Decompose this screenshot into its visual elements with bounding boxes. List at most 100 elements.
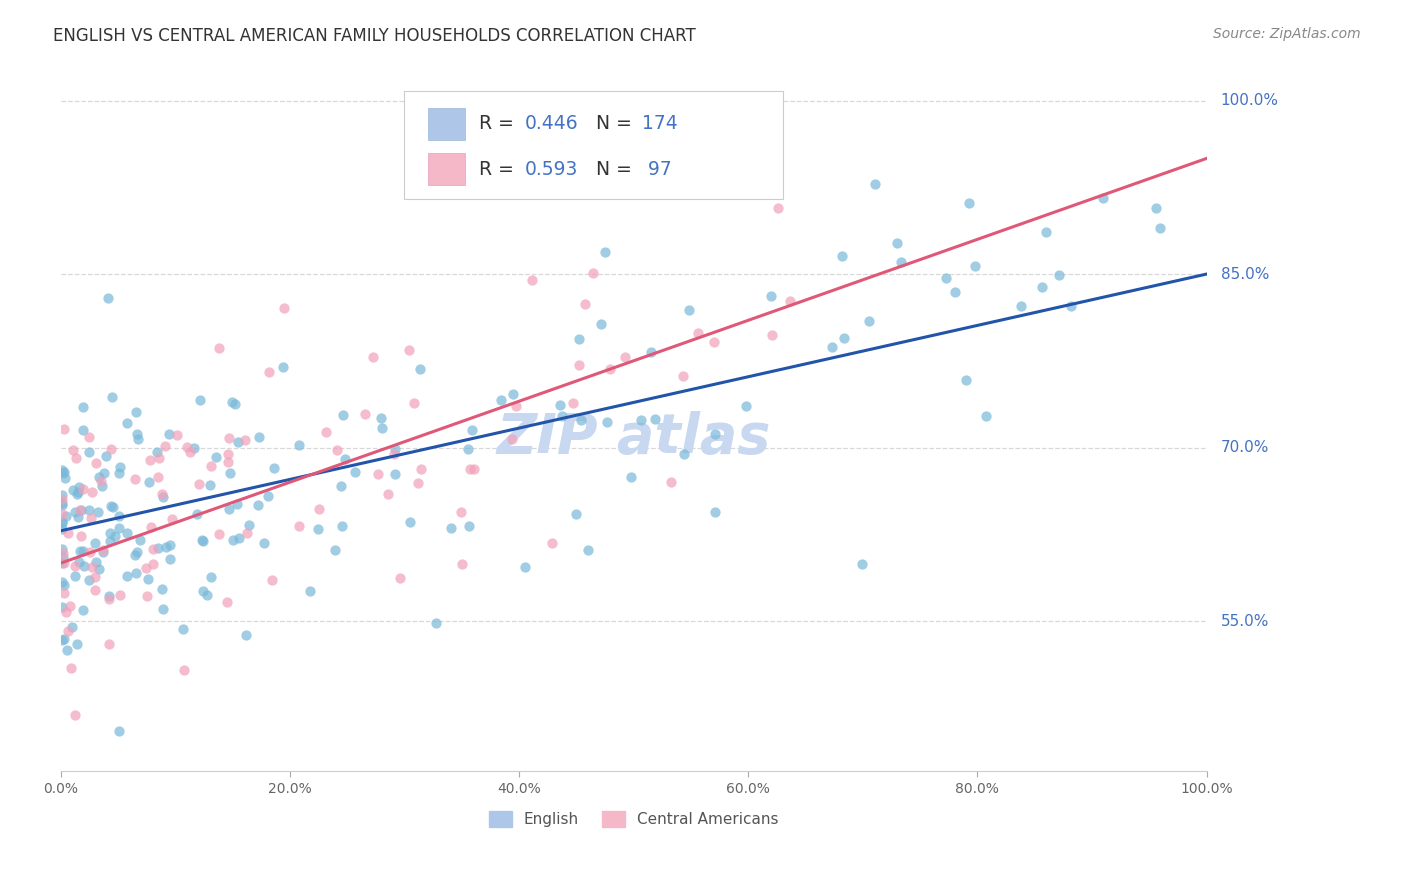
Point [125,405,148,419]
Point [221,533,243,548]
Point [863,177,886,191]
Point [55,605,77,619]
Point [146,444,169,458]
Point [228,531,250,545]
Point [193,584,215,599]
Point [571,413,593,427]
Point [124,548,146,562]
Point [52,586,75,600]
Point [127,545,149,559]
Point [582,266,605,280]
Point [367,467,389,482]
Point [384,442,406,456]
Point [51,599,73,614]
Point [72,603,94,617]
Point [761,327,783,342]
Point [160,511,183,525]
Point [98,534,121,549]
Point [59,599,82,614]
Point [117,417,139,431]
Point [77,430,100,444]
Point [152,602,174,616]
Point [329,479,352,493]
Point [86,505,108,519]
Point [67,485,90,500]
Point [299,583,322,598]
Point [65,451,87,466]
Point [51,498,73,512]
Point [56,643,79,657]
Point [52,546,75,560]
Point [1031,279,1053,293]
Point [779,293,801,308]
Point [640,345,662,359]
Point [159,552,181,566]
Point [766,201,789,215]
Point [886,236,908,251]
Point [409,462,432,476]
Point [150,487,173,501]
Point [672,447,695,461]
Point [963,260,986,274]
Point [1035,225,1057,239]
Point [561,395,583,409]
Point [457,519,479,533]
Point [439,521,461,535]
Point [51,507,73,521]
Point [51,515,73,529]
Point [208,527,231,541]
Point [69,544,91,558]
Point [67,480,90,494]
Point [205,450,228,464]
Point [591,318,613,332]
Point [89,469,111,483]
Point [83,570,105,584]
Point [678,303,700,318]
Point [221,395,243,409]
Point [858,314,880,328]
Point [246,498,269,512]
Point [326,442,349,457]
Point [51,522,73,536]
Point [398,516,420,530]
FancyBboxPatch shape [405,91,783,199]
Point [271,360,294,375]
Point [548,398,571,412]
Point [93,466,115,480]
Point [157,426,180,441]
Point [60,620,83,634]
Point [53,632,76,647]
Point [117,526,139,541]
Point [172,622,194,636]
Point [1010,299,1032,313]
Point [233,433,256,447]
Point [52,550,75,565]
Point [93,545,115,559]
Point [515,560,537,574]
Text: 0.446: 0.446 [524,114,578,134]
Point [257,364,280,378]
Point [62,442,84,457]
Point [80,511,103,525]
Point [83,536,105,550]
Text: 85.0%: 85.0% [1220,267,1268,282]
Point [238,518,260,533]
Point [735,169,758,184]
Point [84,555,107,569]
Point [759,288,782,302]
Point [79,545,101,559]
Point [215,595,238,609]
Point [125,566,148,581]
Text: ENGLISH VS CENTRAL AMERICAN FAMILY HOUSEHOLDS CORRELATION CHART: ENGLISH VS CENTRAL AMERICAN FAMILY HOUSE… [53,27,696,45]
Point [53,470,76,484]
Point [66,636,89,650]
Text: 97: 97 [641,160,672,178]
Point [450,505,472,519]
Point [138,475,160,490]
Point [155,540,177,554]
Point [69,529,91,543]
Point [86,456,108,470]
Point [831,249,853,263]
Point [890,255,912,269]
Point [51,463,73,477]
